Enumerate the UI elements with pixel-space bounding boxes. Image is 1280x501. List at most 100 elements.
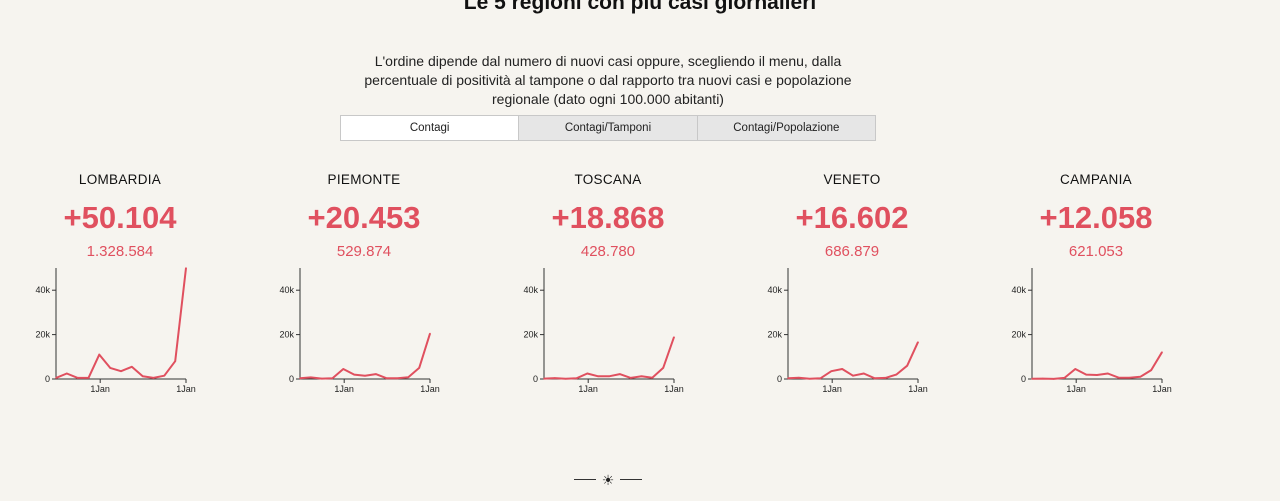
data-point (87, 377, 90, 379)
data-point (185, 267, 187, 269)
data-point (575, 377, 578, 380)
data-point (120, 370, 122, 373)
data-point (863, 372, 865, 375)
data-point (310, 376, 312, 379)
region-total-cases: 1.328.584 (86, 243, 154, 260)
data-point (819, 377, 822, 380)
y-tick-label: 20k (1011, 330, 1026, 340)
tab-contagi[interactable]: Contagi (340, 115, 520, 141)
x-tick-label: 1Jan (908, 384, 928, 394)
y-tick-label: 20k (523, 330, 538, 340)
region-name: CAMPANIA (1060, 172, 1132, 187)
data-point (1096, 374, 1098, 376)
data-point (1139, 375, 1142, 378)
data-point (342, 368, 345, 370)
y-tick-label: 40k (279, 285, 294, 295)
y-tick-label: 20k (279, 330, 294, 340)
x-tick-label: 1Jan (664, 384, 684, 394)
sparkline-chart: 0 20k 40k 1Jan 1Jan (279, 268, 440, 394)
data-point (385, 377, 388, 380)
section-divider: ☀ (574, 471, 642, 489)
data-point (66, 372, 68, 375)
data-point (608, 375, 610, 378)
x-tick-label: 1Jan (1066, 384, 1086, 394)
data-point (651, 376, 654, 379)
data-point (320, 377, 323, 380)
region-card-lombardia: LOMBARDIA +50.104 1.328.584 0 20k 40k 1Jan 1… (0, 168, 240, 408)
data-point (873, 377, 876, 380)
y-tick-label: 0 (289, 374, 294, 384)
series-line (55, 267, 187, 379)
tab-contagi-tamponi[interactable]: Contagi/Tamponi (519, 115, 698, 141)
page-title: Le 5 regioni con più casi giornalieri (463, 0, 817, 14)
data-point (163, 374, 166, 377)
data-point (629, 377, 632, 379)
y-tick-label: 0 (533, 374, 538, 384)
x-tick-label: 1Jan (578, 384, 598, 394)
data-point (1031, 377, 1033, 380)
data-point (597, 375, 599, 378)
data-point (895, 373, 898, 376)
data-point (640, 375, 643, 378)
data-point (917, 341, 919, 343)
data-point (564, 377, 567, 380)
region-total-cases: 529.874 (336, 243, 392, 260)
data-point (55, 377, 57, 379)
region-new-cases: +50.104 (63, 200, 177, 235)
region-name: LOMBARDIA (78, 172, 162, 187)
region-card-toscana: TOSCANA +18.868 428.780 0 20k 40k 1Jan 1Jan (488, 168, 728, 408)
data-point (852, 374, 854, 377)
data-point (152, 377, 155, 379)
data-point (884, 377, 887, 379)
y-tick-label: 0 (777, 374, 782, 384)
x-tick-label: 1Jan (822, 384, 842, 394)
region-new-cases: +20.453 (307, 200, 421, 235)
x-tick-label: 1Jan (176, 384, 196, 394)
data-point (1128, 376, 1131, 379)
y-tick-label: 40k (767, 285, 782, 295)
region-card-piemonte: PIEMONTE +20.453 529.874 0 20k 40k 1Jan 1Jan (244, 168, 484, 408)
region-name: PIEMONTE (327, 172, 401, 187)
series-line (787, 341, 919, 380)
y-tick-label: 0 (45, 374, 50, 384)
y-tick-label: 0 (1021, 374, 1026, 384)
region-new-cases: +12.058 (1039, 200, 1153, 235)
y-tick-label: 40k (35, 285, 50, 295)
data-point (299, 377, 301, 380)
data-point (141, 375, 144, 378)
sparkline-chart: 0 20k 40k 1Jan 1Jan (523, 268, 684, 394)
sparkline-chart: 0 20k 40k 1Jan 1Jan (35, 267, 196, 394)
data-point (98, 353, 101, 356)
data-point (331, 377, 334, 380)
data-point (429, 332, 431, 335)
data-point (1085, 373, 1087, 376)
data-point (1117, 376, 1120, 379)
tab-contagi-popolazione[interactable]: Contagi/Popolazione (697, 115, 876, 141)
x-tick-label: 1Jan (334, 384, 354, 394)
data-point (1107, 372, 1109, 375)
data-point (1042, 377, 1044, 380)
data-point (396, 377, 399, 380)
data-point (131, 365, 133, 368)
data-point (906, 364, 908, 367)
page-subtitle: L'ordine dipende dal numero di nuovi cas… (364, 53, 852, 107)
x-tick-label: 1Jan (1152, 384, 1172, 394)
region-total-cases: 621.053 (1068, 243, 1124, 260)
data-point (1161, 351, 1163, 354)
y-tick-label: 20k (35, 330, 50, 340)
data-point (586, 372, 589, 375)
sparkline-chart: 0 20k 40k 1Jan 1Jan (767, 268, 928, 394)
metric-tabs: Contagi Contagi/Tamponi Contagi/Popolazi… (340, 115, 876, 141)
region-new-cases: +16.602 (795, 200, 909, 235)
data-point (673, 336, 675, 338)
series-line (299, 333, 431, 380)
region-card-veneto: VENETO +16.602 686.879 0 20k 40k 1Jan 1Jan (732, 168, 972, 408)
data-point (662, 367, 664, 369)
data-point (1150, 369, 1152, 371)
region-card-campania: CAMPANIA +12.058 621.053 0 20k 40k 1Jan 1Jan (976, 168, 1216, 408)
region-new-cases: +18.868 (551, 200, 665, 235)
x-tick-label: 1Jan (420, 384, 440, 394)
data-point (76, 377, 79, 379)
data-point (619, 373, 621, 375)
data-point (1063, 377, 1066, 379)
